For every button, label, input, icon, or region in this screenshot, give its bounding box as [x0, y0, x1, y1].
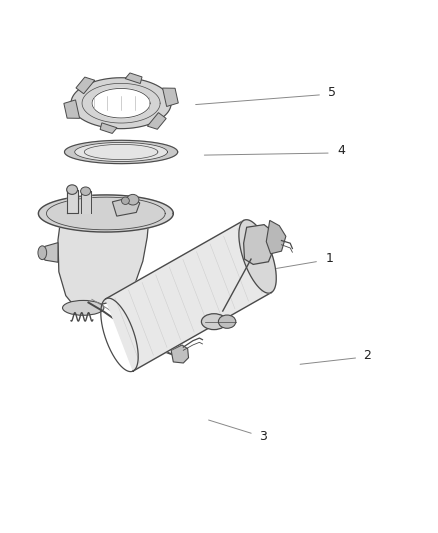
Polygon shape [92, 88, 150, 118]
Polygon shape [113, 198, 140, 216]
Text: 4: 4 [337, 144, 345, 157]
Polygon shape [64, 100, 80, 118]
Ellipse shape [67, 185, 78, 195]
Polygon shape [171, 345, 188, 363]
Polygon shape [67, 190, 78, 214]
Polygon shape [58, 214, 149, 309]
Polygon shape [244, 224, 275, 264]
Ellipse shape [38, 246, 47, 260]
Polygon shape [39, 195, 173, 232]
Polygon shape [148, 112, 166, 130]
Polygon shape [64, 140, 178, 164]
Polygon shape [106, 221, 272, 371]
Text: 5: 5 [328, 86, 336, 99]
Ellipse shape [127, 195, 139, 205]
Ellipse shape [121, 197, 129, 205]
Polygon shape [239, 220, 276, 293]
Text: 2: 2 [363, 349, 371, 362]
Text: 3: 3 [258, 430, 266, 443]
Polygon shape [266, 220, 286, 254]
Ellipse shape [219, 315, 236, 328]
Ellipse shape [81, 187, 91, 196]
Polygon shape [100, 123, 117, 133]
Polygon shape [125, 73, 142, 84]
Ellipse shape [201, 314, 226, 329]
Polygon shape [71, 78, 171, 128]
Polygon shape [43, 243, 58, 262]
Ellipse shape [63, 301, 104, 316]
Polygon shape [76, 77, 95, 94]
Text: 1: 1 [326, 252, 334, 265]
Polygon shape [75, 142, 167, 161]
Polygon shape [81, 191, 91, 214]
Polygon shape [162, 88, 178, 107]
